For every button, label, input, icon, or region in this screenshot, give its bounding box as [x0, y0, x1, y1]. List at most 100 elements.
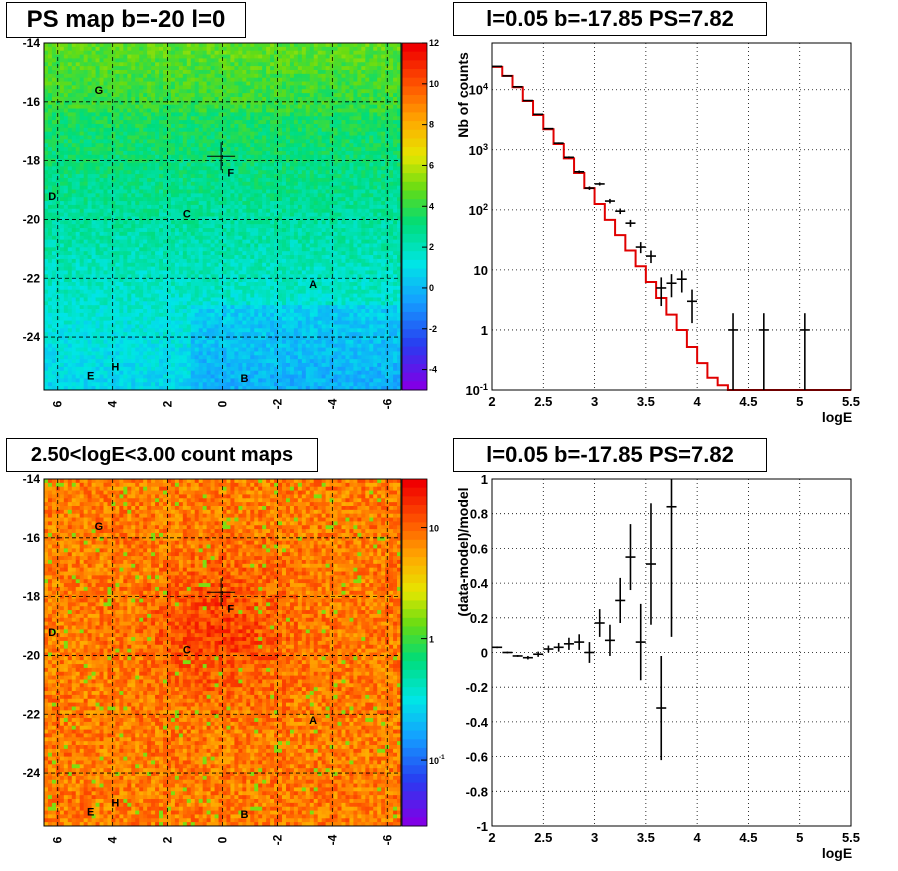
residual-x-tick-label: 5	[796, 830, 803, 845]
residual-point	[512, 655, 523, 657]
data-point	[676, 270, 687, 293]
residual-x-tick-label: 5.5	[842, 830, 860, 845]
map-y-tick-label: -20	[23, 212, 41, 226]
residual-y-tick-label: 0.8	[470, 507, 488, 522]
data-point	[543, 127, 554, 130]
data-point	[615, 208, 626, 215]
data-point	[635, 242, 646, 254]
data-point	[584, 186, 595, 190]
map-x-tick-label: 6	[51, 836, 65, 843]
residual-y-tick-label: -0.6	[466, 750, 488, 765]
source-marker-b: B	[240, 373, 248, 385]
source-marker-e: E	[87, 806, 94, 818]
residual-y-tick-label: -0.4	[466, 715, 489, 730]
spectrum-x-tick-label: 2.5	[534, 394, 552, 409]
residual-y-tick-label: -0.8	[466, 784, 488, 799]
spectrum-y-tick-label: 10-1	[465, 382, 488, 398]
spectrum-x-tick-label: 2	[488, 394, 495, 409]
residual-x-label: logE	[822, 845, 852, 861]
ps-map-colorbar: 12 10 8 6 4 2 0 -2 -4	[401, 38, 439, 391]
residual-y-tick-label: 0.6	[470, 541, 488, 556]
map-y-tick-label: -24	[23, 330, 41, 344]
source-marker-h: H	[111, 361, 119, 373]
map-x-tick-label: -6	[380, 398, 394, 409]
data-point	[594, 182, 605, 186]
colorbar-tick-label: 10-1	[429, 754, 445, 766]
data-point	[728, 313, 739, 390]
spectrum-y-tick-label: 103	[468, 142, 488, 158]
source-marker-f: F	[227, 603, 234, 615]
data-point	[574, 170, 585, 174]
residual-y-tick-label: 0	[481, 646, 488, 661]
colorbar-tick-label: 12	[429, 38, 439, 48]
residual-point	[635, 603, 646, 681]
spectrum-x-tick-label: 4.5	[739, 394, 757, 409]
colorbar-tick-label: 10	[429, 524, 439, 534]
colorbar-tick-label: 4	[429, 201, 434, 211]
spectrum-x-tick-label: 3	[591, 394, 598, 409]
data-point	[656, 277, 667, 307]
residual-point	[604, 624, 615, 656]
spectrum-x-tick-label: 3.5	[637, 394, 655, 409]
colorbar-tick-label: 1	[429, 635, 434, 645]
source-marker-a: A	[309, 279, 317, 291]
residual-point	[574, 634, 585, 650]
source-marker-g: G	[95, 85, 104, 97]
map-y-tick-label: -18	[23, 154, 41, 168]
residual-point	[645, 503, 656, 625]
map-x-tick-label: -2	[270, 834, 284, 845]
map-y-tick-label: -18	[23, 590, 41, 604]
residual-point	[502, 651, 513, 654]
data-point	[687, 289, 698, 324]
map-y-tick-label: -22	[23, 271, 41, 285]
colorbar-tick-label: -2	[429, 324, 437, 334]
map-x-tick-label: -4	[325, 398, 339, 409]
residual-point	[625, 524, 636, 591]
data-point	[625, 219, 636, 227]
residual-point	[522, 655, 533, 660]
residual-y-tick-label: 0.4	[470, 576, 489, 591]
residual-y-tick-label: -1	[476, 819, 488, 834]
residual-x-tick-label: 2.5	[534, 830, 552, 845]
map-x-tick-label: 4	[106, 836, 120, 843]
spectrum-y-label: Nb of counts	[455, 52, 471, 138]
map-x-tick-label: 0	[216, 400, 230, 407]
source-marker-f: F	[227, 167, 234, 179]
ps-map-title: PS map b=-20 l=0	[6, 2, 246, 38]
spectrum-frame	[491, 42, 852, 391]
map-y-tick-label: -22	[23, 707, 41, 721]
colorbar-tick-label: 0	[429, 283, 434, 293]
source-marker-d: D	[48, 627, 56, 639]
map-x-tick-label: 2	[161, 400, 175, 407]
spectrum-x-label: logE	[822, 409, 852, 425]
map-x-tick-label: 0	[216, 836, 230, 843]
count-map-colorbar: 10 1 10-1	[401, 478, 445, 827]
spectrum-x-tick-label: 4	[694, 394, 702, 409]
residual-point	[666, 479, 677, 637]
spectrum-y-tick-label: 1	[481, 323, 488, 338]
spectrum-x-tick-label: 5	[796, 394, 803, 409]
data-point	[645, 250, 656, 264]
map-y-tick-label: -24	[23, 766, 41, 780]
source-marker-b: B	[240, 809, 248, 821]
residual-point	[543, 645, 554, 653]
source-marker-a: A	[309, 715, 317, 727]
spectrum-y-tick-label: 102	[468, 202, 488, 218]
residual-x-tick-label: 3	[591, 830, 598, 845]
data-point	[553, 142, 564, 144]
residual-point	[594, 609, 605, 637]
spectrum-title: l=0.05 b=-17.85 PS=7.82	[453, 2, 767, 36]
colorbar-tick-label: 6	[429, 160, 434, 170]
data-point	[522, 99, 533, 102]
colorbar-tick-label: -4	[429, 365, 437, 375]
map-x-tick-label: -4	[325, 834, 339, 845]
residual-y-label: (data-model)/model	[455, 487, 471, 616]
residual-y-tick-label: 1	[481, 472, 488, 487]
map-y-tick-label: -20	[23, 648, 41, 662]
source-marker-h: H	[111, 797, 119, 809]
source-marker-g: G	[95, 521, 104, 533]
source-marker-c: C	[183, 209, 191, 221]
spectrum-y-tick-label: 104	[468, 82, 488, 98]
